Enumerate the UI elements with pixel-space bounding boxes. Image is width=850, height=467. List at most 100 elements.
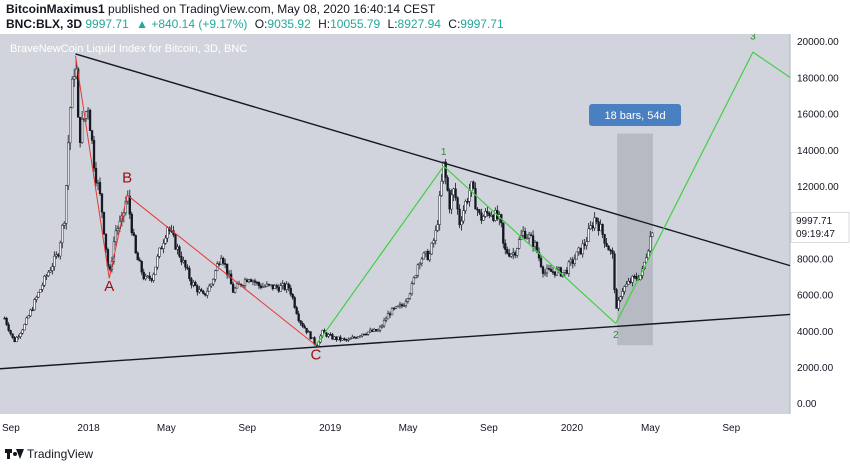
candle-body: [420, 258, 423, 264]
candle-body: [571, 259, 574, 264]
publish-text: published on TradingView.com, May 08, 20…: [108, 2, 436, 16]
candle-body: [281, 283, 284, 286]
candle-body: [428, 253, 431, 261]
candle-body: [25, 317, 28, 325]
candle-body: [418, 262, 421, 266]
candle-body: [96, 182, 100, 184]
y-tick-label: 20000.00: [797, 37, 839, 48]
candle-body: [587, 228, 590, 242]
candle-body: [521, 230, 525, 236]
candle-body: [277, 287, 280, 292]
symbol-label[interactable]: BNC:BLX, 3D: [6, 17, 83, 31]
candle-body: [583, 243, 586, 246]
candle-body: [53, 255, 56, 267]
candle-body: [182, 260, 185, 263]
candle-body: [301, 323, 304, 327]
candle-body: [166, 227, 169, 239]
candle-body: [55, 254, 58, 257]
candle-body: [65, 185, 68, 224]
candle-body: [186, 266, 189, 269]
candle-body: [406, 298, 410, 302]
tradingview-logo[interactable]: TradingView: [5, 447, 93, 461]
candle-body: [269, 284, 272, 286]
chart-title: BraveNewCoin Liquid Index for Bitcoin, 3…: [10, 43, 247, 55]
candle-body: [523, 230, 527, 239]
candle-body: [303, 325, 306, 329]
candle-body: [156, 256, 159, 268]
candle-body: [309, 331, 312, 340]
candle-body: [134, 235, 137, 254]
plot-area[interactable]: [0, 34, 790, 414]
candle-body: [450, 194, 453, 210]
candle-body: [283, 283, 286, 290]
candle-body: [23, 324, 26, 331]
candle-body: [424, 251, 427, 254]
candle-body: [472, 181, 475, 189]
candle-body: [88, 109, 92, 131]
candle-body: [537, 251, 541, 259]
candle-body: [67, 142, 70, 186]
last-price-value: 9997.71: [796, 216, 833, 227]
candle-body: [621, 291, 624, 297]
candle-body: [563, 269, 567, 273]
time-axis[interactable]: [0, 414, 850, 438]
y-tick-label: 4000.00: [797, 327, 834, 338]
author-name[interactable]: BitcoinMaximus1: [6, 2, 105, 16]
open-label: O:: [254, 17, 268, 31]
wave-label: 2: [613, 330, 619, 341]
candle-body: [529, 234, 533, 237]
last-price-box: 9997.71 09:19:47: [790, 211, 850, 243]
candle-body: [345, 338, 348, 341]
candle-body: [434, 230, 437, 241]
x-tick-label: Sep: [480, 423, 498, 434]
x-tick-label: Sep: [2, 423, 20, 434]
candle-body: [132, 232, 135, 236]
candle-body: [476, 208, 479, 211]
candle-body: [359, 335, 362, 338]
candle-body: [635, 276, 638, 279]
candle-body: [351, 336, 354, 339]
candle-body: [154, 266, 157, 275]
candle-body: [551, 271, 555, 273]
candle-body: [516, 248, 519, 256]
x-tick-label: 2019: [319, 423, 342, 434]
candle-body: [108, 266, 112, 270]
candle-body: [289, 287, 292, 295]
price-chart[interactable]: BraveNewCoin Liquid Index for Bitcoin, 3…: [0, 34, 850, 438]
candle-body: [444, 161, 447, 178]
candle-body: [180, 256, 183, 263]
candle-body: [245, 279, 249, 283]
candle-body: [41, 285, 44, 290]
candle-body: [335, 336, 338, 340]
candle-body: [31, 309, 34, 312]
candle-body: [39, 289, 42, 293]
candle-body: [90, 130, 94, 141]
candle-body: [416, 264, 419, 276]
candle-body: [380, 325, 384, 328]
last-price: 9997.71: [85, 17, 129, 31]
x-tick-label: Sep: [722, 423, 740, 434]
candle-body: [601, 224, 604, 235]
candle-body: [11, 333, 14, 338]
candle-body: [333, 336, 336, 340]
red-abc-wave: [74, 55, 317, 346]
candle-body: [291, 294, 294, 298]
candle-body: [527, 234, 531, 239]
y-tick-label: 2000.00: [797, 363, 834, 374]
candle-body: [61, 225, 64, 244]
candle-body: [212, 278, 215, 285]
candle-body: [214, 270, 217, 280]
candle-body: [599, 224, 602, 231]
candle-body: [617, 299, 620, 309]
candle-body: [5, 317, 8, 325]
candle-body: [633, 275, 636, 278]
candle-body: [43, 276, 46, 286]
candle-body: [35, 296, 38, 301]
candle-body: [392, 307, 396, 310]
candle-body: [470, 181, 473, 191]
candle-body: [468, 190, 471, 202]
candle-body: [265, 283, 269, 287]
candle-body: [518, 239, 521, 249]
candle-body: [49, 270, 52, 273]
y-tick-label: 8000.00: [797, 254, 834, 265]
